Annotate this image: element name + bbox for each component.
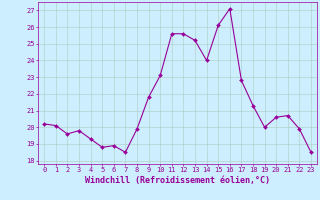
X-axis label: Windchill (Refroidissement éolien,°C): Windchill (Refroidissement éolien,°C) <box>85 176 270 185</box>
